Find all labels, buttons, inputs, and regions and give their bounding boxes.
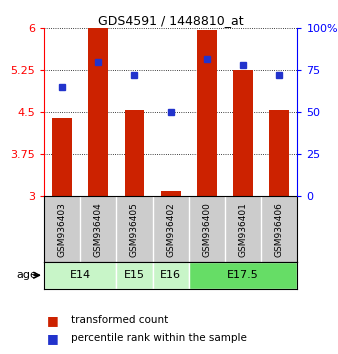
- Text: age: age: [16, 270, 37, 280]
- Bar: [233, 70, 253, 196]
- Bar: [52, 118, 72, 196]
- Text: GSM936402: GSM936402: [166, 202, 175, 257]
- Text: GSM936400: GSM936400: [202, 202, 211, 257]
- Text: E16: E16: [160, 270, 181, 280]
- Text: GSM936406: GSM936406: [275, 202, 284, 257]
- Text: E14: E14: [70, 270, 91, 280]
- Text: GSM936403: GSM936403: [57, 202, 67, 257]
- Text: GSM936404: GSM936404: [94, 202, 103, 257]
- Bar: [189, 262, 297, 289]
- Text: E15: E15: [124, 270, 145, 280]
- Text: GSM936401: GSM936401: [239, 202, 248, 257]
- Bar: [152, 262, 189, 289]
- Text: ■: ■: [47, 314, 59, 327]
- Bar: [88, 28, 108, 196]
- Bar: [116, 262, 152, 289]
- Bar: [197, 30, 217, 196]
- Text: transformed count: transformed count: [71, 315, 168, 325]
- Bar: [44, 262, 116, 289]
- Bar: [161, 191, 180, 196]
- Text: E17.5: E17.5: [227, 270, 259, 280]
- Text: GSM936405: GSM936405: [130, 202, 139, 257]
- Title: GDS4591 / 1448810_at: GDS4591 / 1448810_at: [98, 14, 243, 27]
- Text: percentile rank within the sample: percentile rank within the sample: [71, 333, 247, 343]
- Bar: [269, 110, 289, 196]
- Bar: [124, 110, 144, 196]
- Text: ■: ■: [47, 332, 59, 344]
